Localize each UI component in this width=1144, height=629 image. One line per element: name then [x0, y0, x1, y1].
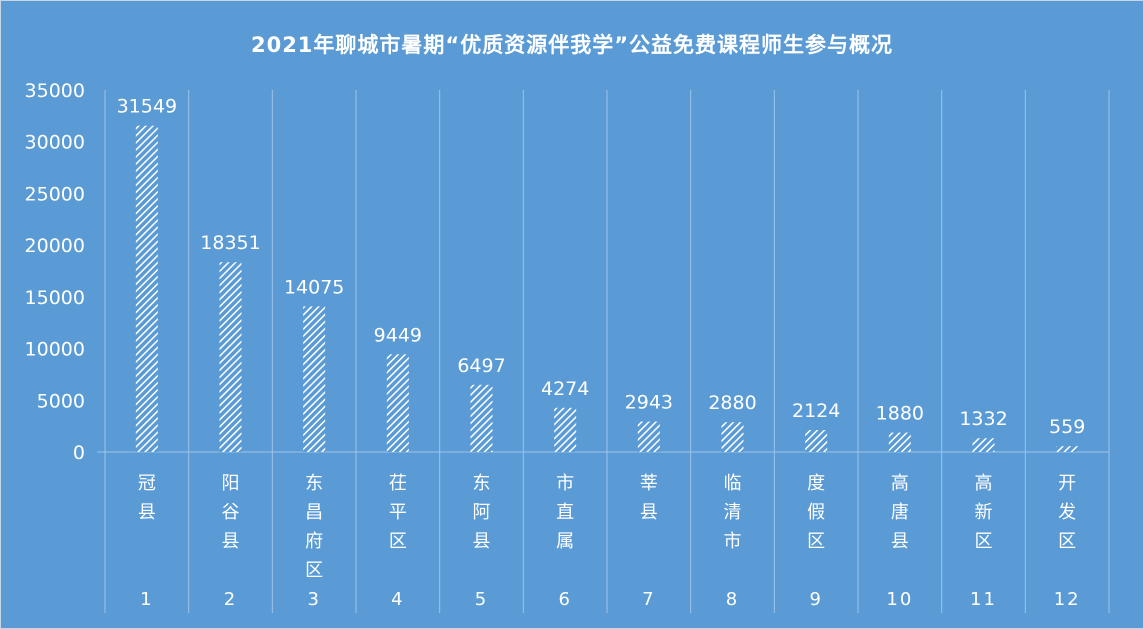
bar [554, 407, 577, 452]
bar [135, 125, 158, 452]
y-tick-label: 20000 [25, 235, 85, 257]
data-label: 1880 [876, 403, 924, 425]
y-tick-label: 15000 [25, 287, 85, 309]
group-number-label: 1 [140, 589, 153, 610]
bar [1056, 446, 1079, 452]
bar [386, 354, 409, 452]
data-label: 31549 [117, 96, 177, 118]
bar [972, 438, 995, 452]
group-number-label: 6 [558, 589, 571, 610]
group-number-label: 7 [642, 589, 655, 610]
y-tick-label: 10000 [25, 339, 85, 361]
chart-title: 2021年聊城市暑期“优质资源伴我学”公益免费课程师生参与概况 [250, 33, 894, 57]
bar [721, 422, 744, 452]
y-tick-label: 0 [73, 442, 85, 464]
group-number-label: 3 [307, 589, 320, 610]
category-label: 临清市 [724, 473, 742, 552]
y-tick-label: 30000 [25, 132, 85, 154]
category-label: 莘县 [640, 473, 658, 523]
data-label: 559 [1049, 416, 1085, 438]
data-label: 6497 [457, 355, 505, 377]
category-label: 市直属 [556, 473, 574, 552]
y-tick-label: 25000 [25, 183, 85, 205]
y-tick-label: 5000 [37, 390, 85, 412]
category-label: 开发区 [1058, 473, 1076, 552]
category-label: 冠县 [138, 473, 156, 523]
data-label: 9449 [374, 324, 422, 346]
data-label: 1332 [959, 408, 1007, 430]
bar [637, 421, 660, 452]
category-label: 度假区 [807, 473, 825, 552]
category-label: 东阿县 [473, 473, 491, 552]
group-number-label: 11 [970, 589, 997, 610]
data-label: 2124 [792, 400, 840, 422]
data-label: 14075 [284, 276, 344, 298]
group-number-label: 8 [726, 589, 739, 610]
category-label: 东昌府区 [305, 473, 323, 581]
data-label: 4274 [541, 378, 589, 400]
group-number-label: 2 [224, 589, 237, 610]
category-label: 茌平区 [389, 473, 407, 552]
bar [219, 262, 242, 452]
group-number-label: 5 [475, 589, 488, 610]
bar [470, 384, 493, 452]
category-label: 高唐县 [891, 473, 909, 552]
group-number-label: 10 [886, 589, 913, 610]
data-label: 2943 [625, 392, 673, 414]
bar [888, 432, 911, 452]
group-number-label: 9 [809, 589, 822, 610]
group-number-label: 12 [1054, 589, 1081, 610]
bar [303, 306, 326, 452]
category-label: 高新区 [975, 473, 993, 552]
y-tick-label: 35000 [25, 80, 85, 102]
bar [805, 430, 828, 452]
data-label: 2880 [708, 392, 756, 414]
group-number-label: 4 [391, 589, 404, 610]
category-label: 阳谷县 [222, 473, 240, 552]
data-label: 18351 [200, 232, 260, 254]
